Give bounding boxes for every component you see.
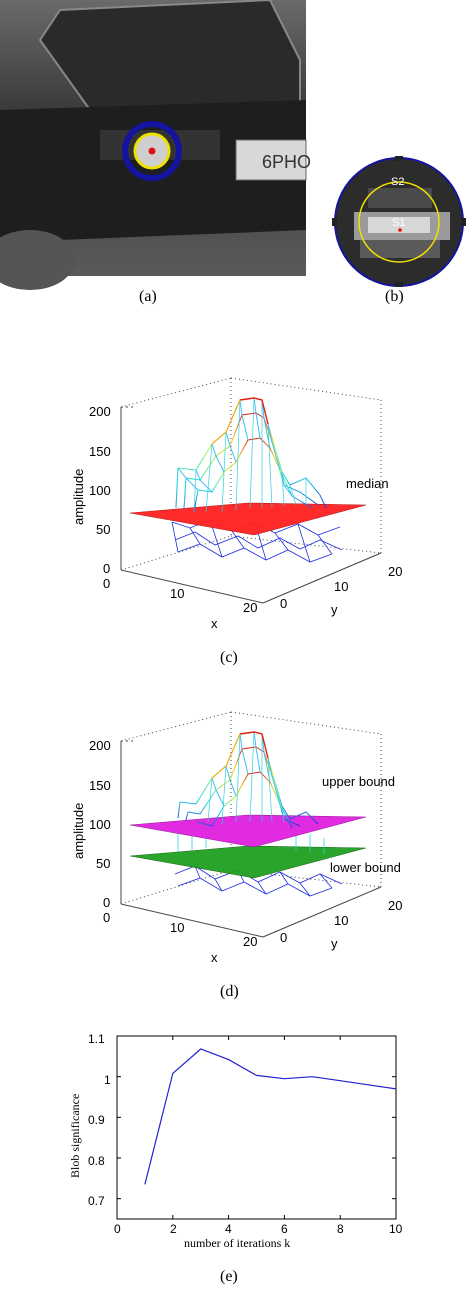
y-axis-label-d: y (331, 936, 338, 951)
x-tick-label: 2 (170, 1222, 177, 1236)
x-tick-label: 10 (170, 920, 184, 935)
zoom-upper-region (368, 188, 432, 208)
x-tick-label: 20 (243, 600, 257, 615)
y-tick-label: 0 (280, 596, 287, 611)
x-tick-label: 20 (243, 934, 257, 949)
surface-upper-mesh-c (175, 397, 327, 513)
zoom-inner-ring (358, 181, 440, 263)
z-tick-label: 100 (89, 483, 111, 498)
x-axis-label-e: number of iterations k (184, 1236, 290, 1250)
x-tick-label: 0 (114, 1222, 121, 1236)
x-axis-label-c: x (211, 616, 218, 631)
y-tick-label: 0.8 (88, 1154, 105, 1168)
z-tick-label: 150 (89, 444, 111, 459)
lower-bound-plane (129, 845, 367, 879)
y-tick-label: 1 (104, 1073, 111, 1087)
x-axis-label-d: x (211, 950, 218, 965)
series-line-e (144, 1048, 397, 1185)
y-tick-label: 20 (388, 564, 402, 579)
surface-low-mesh-d (174, 865, 343, 897)
zoom-tick-top (395, 156, 403, 161)
x-tick-label: 6 (281, 1222, 288, 1236)
plane-label-lower-bound: lower bound (330, 860, 401, 875)
x-tick-label: 4 (225, 1222, 232, 1236)
z-tick-label: 100 (89, 817, 111, 832)
y-tick-label: 0.9 (88, 1113, 105, 1127)
zoom-highlight (368, 217, 430, 233)
caption-e: (e) (220, 1268, 238, 1285)
zoom-tick-left (332, 218, 337, 226)
z-tick-label: 0 (103, 895, 110, 910)
car-wheel (0, 230, 75, 290)
z-tick-label: 50 (96, 522, 110, 537)
y-axis-label-c: y (331, 602, 338, 617)
panel-a: 6PHO (0, 0, 311, 290)
ticks-e (116, 1035, 397, 1219)
label-s2: S2 (391, 176, 404, 188)
plane-label-median: median (346, 476, 389, 491)
zoom-center-dot (398, 228, 402, 232)
x-tick-label: 8 (337, 1222, 344, 1236)
plane-label-upper-bound: upper bound (322, 774, 395, 789)
panel-b: S2 S1 (332, 156, 466, 287)
caption-b: (b) (385, 288, 404, 305)
zoom-tick-bottom (395, 282, 403, 287)
median-plane (129, 502, 367, 536)
caption-a: (a) (139, 288, 157, 305)
y-tick-label: 1.1 (88, 1032, 105, 1046)
x-tick-label: 0 (103, 910, 110, 925)
panel-e: 1.1 1 0.9 0.8 0.7 0 2 4 6 8 10 number of… (68, 1032, 403, 1250)
outer-scale-ring (122, 121, 182, 181)
blob-center-dot (148, 147, 156, 155)
y-tick-label: 10 (334, 579, 348, 594)
y-tick-label: 0.7 (88, 1194, 105, 1208)
z-ticks-c: 0 50 100 150 200 (89, 404, 111, 576)
z-tick-label: 50 (96, 856, 110, 871)
axes-box-d (120, 711, 382, 938)
upper-bound-plane (129, 814, 367, 848)
license-plate (235, 139, 307, 181)
x-tick-label: 0 (103, 576, 110, 591)
surface-mid-mesh-d (177, 828, 325, 854)
z-tick-label: 150 (89, 778, 111, 793)
z-ticks-d: 0 50 100 150 200 (89, 738, 111, 910)
y-axis-label-e: Blob significance (68, 1094, 82, 1178)
x-tick-label: 10 (170, 586, 184, 601)
caption-c: (c) (220, 649, 238, 666)
z-tick-label: 200 (89, 738, 111, 753)
surface-upper-mesh-d (177, 731, 319, 829)
plate-text: 6PHO (262, 152, 311, 172)
y-tick-label: 20 (388, 898, 402, 913)
zoom-tick-right (461, 218, 466, 226)
panel-c: 0 50 100 150 200 amplitude 0 10 20 x 0 1… (71, 377, 402, 631)
zoom-lower-region (360, 240, 440, 258)
z-axis-label-c: amplitude (71, 469, 86, 525)
caption-d: (d) (220, 983, 239, 1000)
surface-low-mesh-c (171, 519, 343, 563)
y-tick-label: 10 (334, 913, 348, 928)
z-tick-label: 200 (89, 404, 111, 419)
car-rear-window (38, 0, 301, 111)
x-tick-label: 10 (389, 1222, 403, 1236)
z-axis-label-d: amplitude (71, 803, 86, 859)
z-tick-label: 0 (103, 561, 110, 576)
y-tick-label: 0 (280, 930, 287, 945)
panel-d: 0 50 100 150 200 amplitude 0 10 20 x 0 1… (71, 711, 402, 965)
label-s1: S1 (392, 217, 405, 229)
plot-area-e (116, 1035, 397, 1220)
axes-box-c (120, 377, 382, 604)
